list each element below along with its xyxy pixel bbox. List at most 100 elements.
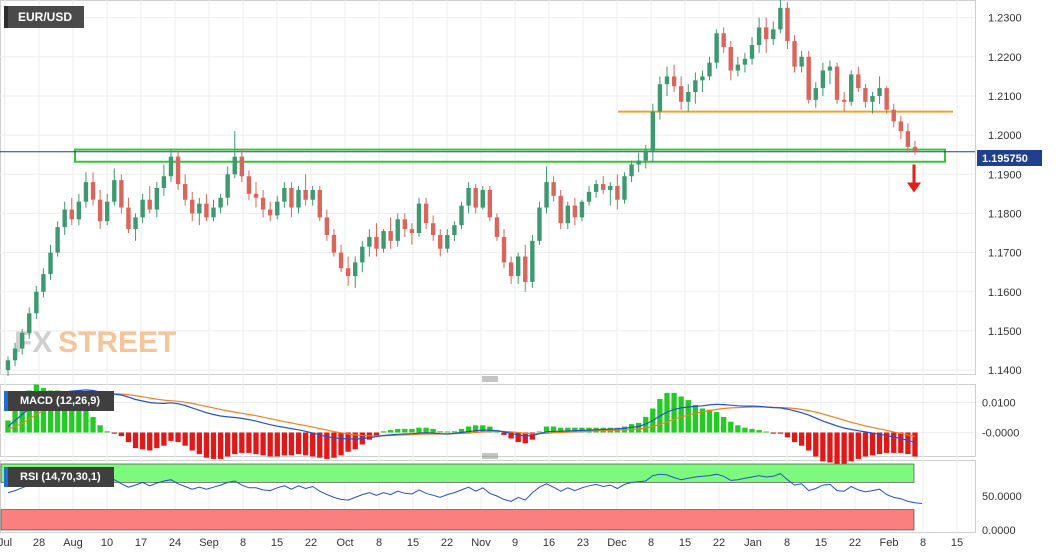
candle	[473, 184, 478, 214]
candle	[792, 35, 797, 73]
rsi-pane-label[interactable]: RSI (14,70,30,1)	[4, 467, 114, 487]
macd-histogram-bar	[834, 432, 840, 464]
candle-body	[90, 182, 96, 200]
macd-histogram-bar	[111, 432, 117, 434]
candle	[27, 307, 32, 339]
macd-histogram-bar	[883, 432, 890, 453]
candle	[721, 27, 726, 53]
candle-body	[707, 62, 712, 77]
candle	[133, 213, 138, 241]
x-tick-label: 16	[543, 537, 555, 549]
x-tick-label: 9	[512, 537, 518, 549]
macd-histogram-bar	[437, 431, 443, 433]
candle-body	[182, 184, 188, 200]
x-tick-label: 15	[951, 537, 963, 549]
macd-histogram-bar	[699, 408, 706, 433]
pane-resize-handle-2[interactable]	[482, 453, 498, 459]
candle	[884, 86, 889, 114]
candle	[119, 174, 124, 214]
macd-histogram-bar	[692, 404, 698, 433]
candle	[565, 201, 570, 230]
candle	[834, 62, 840, 104]
candle-body	[105, 201, 110, 222]
candle	[608, 182, 613, 206]
candle	[615, 174, 620, 210]
candle	[763, 17, 769, 53]
macd-histogram-bar	[869, 432, 876, 456]
candle	[303, 174, 308, 206]
candle	[83, 172, 89, 208]
x-tick-label: 10	[101, 537, 113, 549]
macd-histogram-bar	[402, 428, 408, 433]
macd-histogram-bar	[458, 428, 465, 433]
macd-histogram-bar	[295, 432, 302, 455]
candle-body	[551, 182, 556, 196]
candle	[395, 213, 400, 247]
candle-body	[778, 7, 783, 30]
bearish-arrow-head	[907, 182, 921, 193]
pane-frame-0	[0, 0, 976, 375]
candle-body	[402, 219, 408, 230]
candle-body	[19, 332, 25, 349]
candle-body	[353, 262, 358, 277]
x-tick-label: 8	[648, 537, 654, 549]
candle	[820, 62, 826, 96]
candle	[97, 189, 103, 230]
macd-histogram-bar	[125, 432, 132, 443]
candle	[112, 168, 117, 206]
candle	[622, 172, 627, 204]
candle-body	[76, 201, 82, 220]
candle	[416, 197, 422, 237]
symbol-badge[interactable]: EUR/USD	[4, 6, 84, 28]
macd-histogram-bar	[26, 390, 32, 433]
candle-body	[452, 225, 457, 235]
candle-body	[225, 174, 230, 198]
candle-body	[494, 217, 500, 237]
watermark-fx: FX	[14, 326, 52, 359]
candle-body	[813, 88, 818, 100]
candle-body	[898, 121, 904, 132]
candle-body	[112, 180, 117, 202]
macd-histogram-bar	[274, 432, 280, 457]
candle	[551, 176, 556, 202]
candle	[501, 229, 507, 269]
candle	[41, 268, 46, 298]
candle	[671, 64, 677, 93]
x-tick-label: 8	[784, 537, 790, 549]
macd-pane-label[interactable]: MACD (12,26,9)	[4, 391, 114, 411]
y-tick-label: 1.1900	[988, 169, 1022, 181]
candle	[466, 182, 471, 214]
candle	[62, 201, 67, 235]
macd-histogram-bar	[90, 416, 96, 433]
candle	[260, 189, 266, 218]
candle-body	[97, 199, 103, 222]
candle	[19, 328, 25, 355]
candle	[232, 131, 237, 179]
candle-body	[296, 189, 301, 208]
candle-body	[324, 217, 330, 235]
candle	[190, 191, 195, 222]
price-tag-label: 1.195750	[982, 153, 1028, 165]
macd-histogram-bar	[798, 432, 805, 446]
candle	[282, 182, 287, 208]
candle-body	[586, 191, 592, 202]
candle-body	[771, 29, 776, 40]
pane-resize-handle-1[interactable]	[482, 376, 498, 382]
candle-body	[877, 88, 882, 96]
candle	[161, 164, 167, 196]
candle-body	[905, 131, 911, 147]
macd-histogram-bar	[310, 432, 316, 457]
candle	[324, 209, 330, 241]
macd-histogram-bar	[465, 426, 472, 433]
candle	[813, 82, 818, 108]
candle	[126, 197, 131, 234]
macd-histogram-bar	[118, 432, 125, 437]
candle-body	[175, 156, 181, 185]
candle-body	[841, 99, 847, 102]
macd-histogram-bar	[635, 422, 642, 433]
macd-histogram-bar	[912, 432, 918, 457]
candle	[438, 229, 443, 257]
candle-body	[289, 187, 294, 208]
candle-body	[870, 95, 875, 102]
candle	[650, 103, 656, 163]
